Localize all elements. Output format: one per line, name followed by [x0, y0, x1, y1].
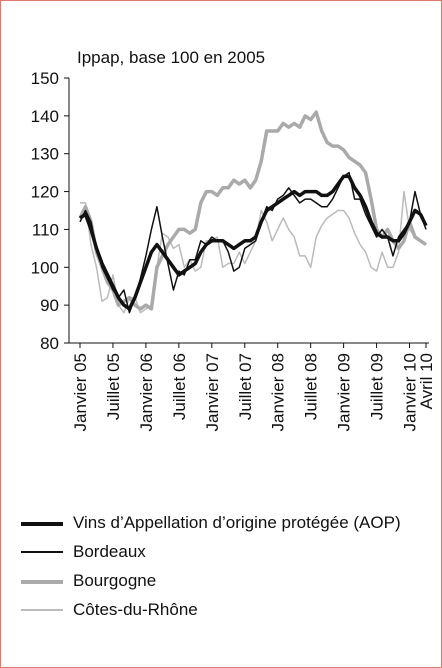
x-tick-label: Janvier 07	[203, 353, 222, 431]
x-tick-label: Janvier 09	[335, 353, 354, 431]
y-tick-label: 90	[40, 296, 59, 315]
legend-swatch	[21, 609, 63, 611]
legend-label: Bordeaux	[73, 542, 146, 561]
series-line	[78, 110, 427, 311]
y-tick-label: 150	[31, 69, 59, 88]
x-tick-label: Janvier 05	[71, 353, 90, 431]
x-tick-label: Janvier 10	[401, 353, 420, 431]
legend-label: Côtes-du-Rhône	[73, 600, 198, 619]
x-tick-label: Juillet 09	[368, 353, 387, 420]
x-tick-label: Juillet 06	[170, 353, 189, 420]
x-tick-label: Juillet 05	[104, 353, 123, 420]
series-line	[79, 174, 428, 311]
y-tick-label: 140	[31, 107, 59, 126]
legend-swatch	[21, 551, 63, 553]
legend-label: Bourgogne	[73, 571, 157, 590]
x-tick-label: Juillet 07	[236, 353, 255, 420]
legend-swatch	[21, 522, 63, 526]
series-line	[79, 171, 427, 314]
y-tick-label: 120	[31, 183, 59, 202]
legend-item: Vins d’Appellation d’origine protégée (A…	[21, 513, 431, 532]
y-tick-label: 80	[40, 334, 59, 353]
y-tick-label: 130	[31, 145, 59, 164]
legend-label: Vins d’Appellation d’origine protégée (A…	[73, 513, 401, 532]
legend: Vins d’Appellation d’origine protégée (A…	[21, 513, 431, 629]
chart-title: Ippap, base 100 en 2005	[77, 48, 265, 67]
x-tick-label: Juillet 08	[302, 353, 321, 420]
x-tick-label: Janvier 06	[137, 353, 156, 431]
legend-item: Côtes-du-Rhône	[21, 600, 431, 619]
legend-item: Bourgogne	[21, 571, 431, 590]
legend-item: Bordeaux	[21, 542, 431, 561]
y-tick-label: 110	[32, 220, 59, 239]
chart: Ippap, base 100 en 2005 80 90 100 110 120 130…	[31, 48, 436, 431]
y-tick-label: 100	[31, 258, 59, 277]
x-tick-label: Janvier 08	[269, 353, 288, 431]
x-tick-label: Avril 10	[417, 353, 436, 409]
legend-swatch	[21, 580, 63, 584]
